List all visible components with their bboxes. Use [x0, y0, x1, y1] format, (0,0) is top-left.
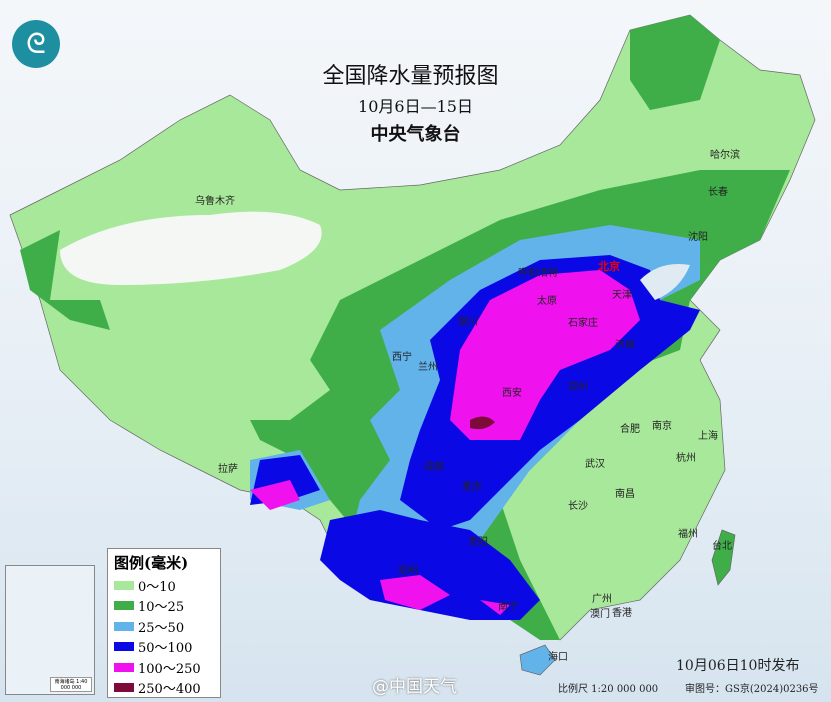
legend-label: 25～50 [138, 620, 185, 636]
city-label: 杭州 [676, 453, 696, 464]
issuer: 中央气象台 [370, 124, 461, 145]
legend-label: 100～250 [138, 661, 201, 677]
south-china-sea-inset: 南海诸岛 1:40 000 000 [5, 565, 95, 695]
hainan-island [519, 644, 556, 676]
city-label: 上海 [698, 431, 718, 442]
city-label: 郑州 [568, 382, 588, 393]
city-label: 福州 [678, 529, 698, 540]
legend-title: 图例(毫米) [114, 554, 189, 572]
city-label: 拉萨 [218, 464, 238, 475]
city-label: 南昌 [615, 489, 635, 500]
city-label: 天津 [612, 290, 632, 301]
city-label: 台北 [712, 541, 732, 552]
city-label: 西安 [502, 388, 522, 399]
city-label: 香港 [612, 608, 632, 619]
city-label: 北京 [598, 260, 620, 273]
city-label: 沈阳 [688, 232, 708, 243]
city-label: 太原 [537, 296, 557, 307]
region-250-400 [470, 416, 495, 430]
legend-swatch [114, 683, 134, 693]
city-label: 成都 [424, 462, 444, 473]
legend-swatch [114, 580, 134, 590]
region-100-250 [250, 270, 640, 615]
scale-text: 比例尺 1:20 000 000 [558, 684, 659, 695]
city-label: 济南 [615, 340, 635, 351]
legend-item: 50～100 [108, 637, 220, 658]
legend-swatch [114, 662, 134, 672]
map-number: 审图号：GS京(2024)0236号 [685, 684, 819, 695]
legend-swatch [114, 621, 134, 631]
legend-label: 10～25 [138, 600, 185, 616]
legend-item: 0～10 [108, 575, 220, 596]
legend: 图例(毫米) 0～10 10～25 25～50 50～100 100～250 250～40… [107, 548, 221, 698]
legend-item: 25～50 [108, 616, 220, 637]
cma-logo: ᘓ [12, 20, 60, 68]
city-label: 西宁 [392, 352, 412, 363]
inset-scale: 南海诸岛 1:40 000 000 [50, 677, 92, 692]
bohai-sea [640, 264, 690, 300]
legend-item: 100～250 [108, 657, 220, 678]
city-label: 长春 [708, 187, 728, 198]
city-label: 昆明 [398, 566, 418, 577]
taiwan-island [711, 529, 736, 586]
city-label: 哈尔滨 [710, 150, 740, 161]
legend-swatch [114, 601, 134, 611]
city-label: 澳门 [590, 609, 610, 620]
city-label: 合肥 [620, 424, 640, 435]
city-label: 南宁 [498, 602, 518, 613]
city-label: 海口 [548, 652, 568, 663]
city-label: 贵阳 [468, 537, 488, 548]
city-label: 乌鲁木齐 [195, 196, 235, 207]
watermark: @中国天气 [372, 677, 457, 697]
legend-item: 10～25 [108, 596, 220, 617]
city-label: 南京 [652, 421, 672, 432]
region-dry-white [60, 211, 322, 285]
legend-swatch [114, 642, 134, 652]
legend-label: 250～400 [138, 682, 201, 698]
city-label: 武汉 [585, 459, 605, 470]
legend-item: 250～400 [108, 678, 220, 699]
city-label: 广州 [592, 594, 612, 605]
legend-label: 50～100 [138, 641, 193, 657]
issued-time: 10月06日10时发布 [676, 658, 800, 674]
city-label: 兰州 [418, 362, 438, 373]
city-label: 石家庄 [568, 318, 598, 329]
legend-label: 0～10 [138, 579, 176, 595]
date-range: 10月6日—15日 [358, 97, 473, 116]
map-title: 全国降水量预报图 [322, 64, 499, 89]
city-label: 呼和浩特 [518, 268, 558, 279]
city-label: 长沙 [568, 501, 588, 512]
city-label: 银川 [458, 317, 478, 328]
city-label: 重庆 [462, 482, 482, 493]
